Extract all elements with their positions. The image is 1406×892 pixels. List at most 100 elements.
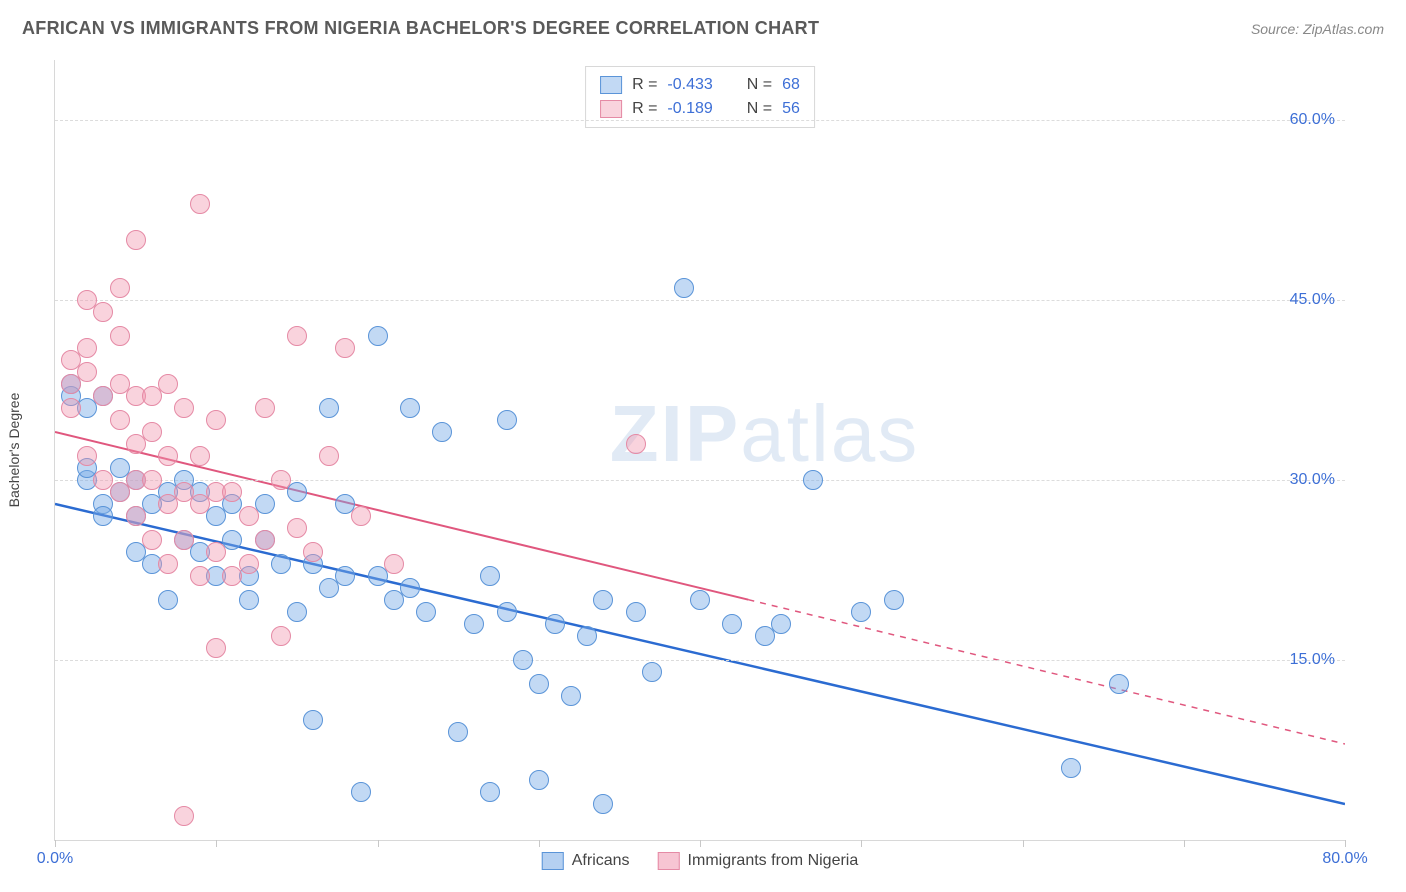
scatter-point xyxy=(287,602,307,622)
legend-item: Africans xyxy=(542,852,630,870)
scatter-point xyxy=(351,782,371,802)
x-tick xyxy=(700,840,701,847)
scatter-point xyxy=(464,614,484,634)
gridline-h xyxy=(55,480,1345,481)
legend-swatch xyxy=(600,100,622,118)
scatter-point xyxy=(513,650,533,670)
scatter-point xyxy=(77,446,97,466)
scatter-point xyxy=(110,326,130,346)
scatter-point xyxy=(400,398,420,418)
scatter-point xyxy=(577,626,597,646)
scatter-point xyxy=(448,722,468,742)
scatter-point xyxy=(142,530,162,550)
y-axis-label: Bachelor's Degree xyxy=(6,393,22,508)
gridline-h xyxy=(55,120,1345,121)
scatter-point xyxy=(626,434,646,454)
legend-label: Immigrants from Nigeria xyxy=(688,852,859,870)
n-label: N = xyxy=(747,73,772,97)
series-legend: Africans Immigrants from Nigeria xyxy=(542,852,859,870)
scatter-point xyxy=(190,566,210,586)
scatter-point xyxy=(142,470,162,490)
n-value: 56 xyxy=(782,97,800,121)
legend-swatch xyxy=(658,852,680,870)
watermark: ZIPatlas xyxy=(610,388,919,480)
scatter-point xyxy=(190,446,210,466)
scatter-point xyxy=(271,554,291,574)
scatter-point xyxy=(77,362,97,382)
scatter-point xyxy=(561,686,581,706)
trend-lines xyxy=(55,60,1345,840)
scatter-point xyxy=(335,566,355,586)
x-tick xyxy=(216,840,217,847)
scatter-point xyxy=(480,566,500,586)
scatter-point xyxy=(851,602,871,622)
scatter-point xyxy=(319,398,339,418)
scatter-point xyxy=(674,278,694,298)
r-value: -0.433 xyxy=(667,73,712,97)
x-tick xyxy=(1023,840,1024,847)
scatter-point xyxy=(287,326,307,346)
scatter-point xyxy=(722,614,742,634)
scatter-point xyxy=(384,554,404,574)
scatter-point xyxy=(884,590,904,610)
scatter-point xyxy=(529,674,549,694)
scatter-point xyxy=(545,614,565,634)
scatter-point xyxy=(222,482,242,502)
scatter-point xyxy=(158,446,178,466)
scatter-point xyxy=(593,794,613,814)
scatter-point xyxy=(497,410,517,430)
scatter-point xyxy=(432,422,452,442)
scatter-point xyxy=(174,806,194,826)
x-tick-label: 80.0% xyxy=(1322,850,1367,868)
y-tick-label: 15.0% xyxy=(1290,651,1335,669)
scatter-point xyxy=(93,302,113,322)
scatter-point xyxy=(158,374,178,394)
chart-plot-area: ZIPatlas R =-0.433N =68R =-0.189N =56 Af… xyxy=(54,60,1345,841)
scatter-point xyxy=(497,602,517,622)
scatter-point xyxy=(416,602,436,622)
y-tick-label: 30.0% xyxy=(1290,471,1335,489)
x-tick-label: 0.0% xyxy=(37,850,73,868)
scatter-point xyxy=(690,590,710,610)
r-value: -0.189 xyxy=(667,97,712,121)
scatter-point xyxy=(771,614,791,634)
legend-row: R =-0.189N =56 xyxy=(600,97,800,121)
scatter-point xyxy=(1109,674,1129,694)
scatter-point xyxy=(303,542,323,562)
y-tick-label: 60.0% xyxy=(1290,111,1335,129)
scatter-point xyxy=(271,626,291,646)
scatter-point xyxy=(239,506,259,526)
scatter-point xyxy=(206,542,226,562)
scatter-point xyxy=(93,506,113,526)
scatter-point xyxy=(480,782,500,802)
scatter-point xyxy=(239,590,259,610)
scatter-point xyxy=(110,278,130,298)
x-tick xyxy=(55,840,56,847)
scatter-point xyxy=(593,590,613,610)
scatter-point xyxy=(642,662,662,682)
trend-line-dashed xyxy=(748,600,1345,744)
scatter-point xyxy=(368,326,388,346)
scatter-point xyxy=(142,422,162,442)
legend-label: Africans xyxy=(572,852,630,870)
scatter-point xyxy=(77,338,97,358)
scatter-point xyxy=(287,482,307,502)
scatter-point xyxy=(529,770,549,790)
scatter-point xyxy=(400,578,420,598)
chart-title: AFRICAN VS IMMIGRANTS FROM NIGERIA BACHE… xyxy=(22,18,819,39)
scatter-point xyxy=(803,470,823,490)
n-label: N = xyxy=(747,97,772,121)
scatter-point xyxy=(174,398,194,418)
x-tick xyxy=(861,840,862,847)
scatter-point xyxy=(206,410,226,430)
scatter-point xyxy=(239,554,259,574)
header: AFRICAN VS IMMIGRANTS FROM NIGERIA BACHE… xyxy=(22,18,1384,39)
scatter-point xyxy=(319,446,339,466)
scatter-point xyxy=(303,710,323,730)
x-tick xyxy=(378,840,379,847)
scatter-point xyxy=(110,410,130,430)
scatter-point xyxy=(158,590,178,610)
scatter-point xyxy=(174,530,194,550)
x-tick xyxy=(1345,840,1346,847)
scatter-point xyxy=(206,638,226,658)
